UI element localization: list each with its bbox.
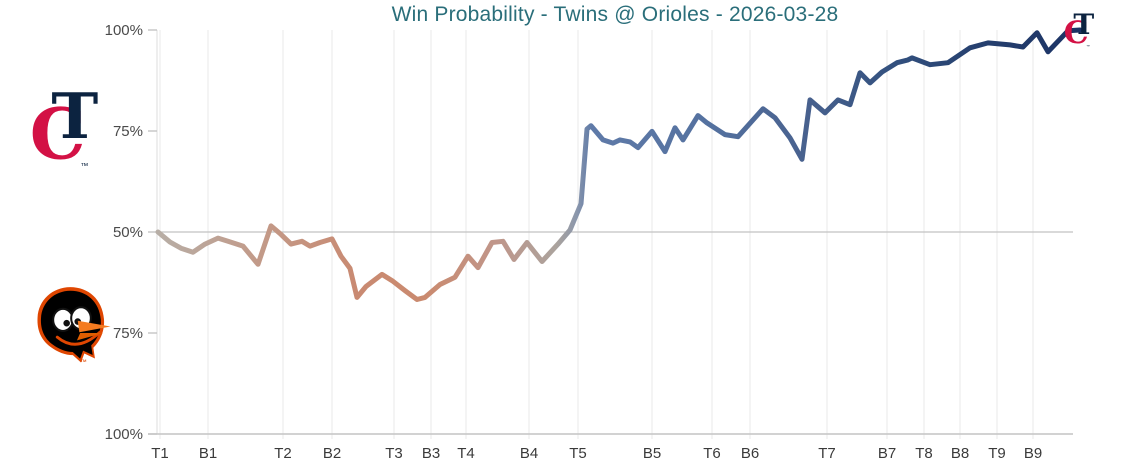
y-tick-label: 75% bbox=[113, 123, 143, 140]
orioles-bird-smile bbox=[55, 330, 102, 346]
x-tick-label: B3 bbox=[422, 445, 440, 462]
orioles-bird-beak-lower bbox=[76, 333, 104, 341]
x-tick-label: B9 bbox=[1024, 445, 1042, 462]
orioles-bird-eye-left bbox=[52, 307, 74, 332]
x-tick-label: B6 bbox=[741, 445, 759, 462]
win-probability-line bbox=[155, 27, 1083, 302]
x-tick-label: B2 bbox=[323, 445, 341, 462]
x-tick-label: T9 bbox=[988, 445, 1006, 462]
twins-logo-c-letter: C bbox=[1064, 15, 1089, 50]
twins-logo-t-letter: T bbox=[1073, 10, 1094, 41]
x-tick-label: B5 bbox=[643, 445, 661, 462]
x-tick-label: B8 bbox=[951, 445, 969, 462]
chart-title: Win Probability - Twins @ Orioles - 2026… bbox=[391, 3, 839, 26]
x-tick-label: T5 bbox=[569, 445, 587, 462]
x-tick-label: B1 bbox=[199, 445, 217, 462]
twins-logo-trademark: ™ bbox=[1086, 45, 1090, 49]
x-tick-label: T2 bbox=[274, 445, 292, 462]
orioles-logo-trademark: ™ bbox=[80, 359, 87, 365]
twins-logo-t-letter: T bbox=[51, 84, 98, 153]
line-end-twins-logo: C T ™ bbox=[1064, 10, 1095, 50]
twins-logo-c-letter: C bbox=[30, 93, 86, 174]
twins-logo-trademark: ™ bbox=[80, 162, 88, 171]
x-tick-label: B7 bbox=[878, 445, 896, 462]
orioles-bird-pupil-left bbox=[63, 319, 70, 327]
y-tick-label: 100% bbox=[105, 22, 143, 39]
x-tick-label: T6 bbox=[703, 445, 721, 462]
x-tick-label: T7 bbox=[818, 445, 836, 462]
orioles-team-logo: ™ bbox=[37, 287, 111, 365]
orioles-bird-beak-upper bbox=[77, 320, 111, 333]
twins-team-logo: C T ™ bbox=[30, 84, 99, 174]
x-tick-label: T3 bbox=[385, 445, 403, 462]
x-tick-label: B4 bbox=[520, 445, 538, 462]
y-tick-label: 100% bbox=[105, 426, 143, 443]
x-tick-label: T4 bbox=[457, 445, 475, 462]
y-tick-label: 50% bbox=[113, 224, 143, 241]
y-tick-label: 75% bbox=[113, 325, 143, 342]
x-tick-label: T1 bbox=[151, 445, 169, 462]
x-tick-label: T8 bbox=[915, 445, 933, 462]
